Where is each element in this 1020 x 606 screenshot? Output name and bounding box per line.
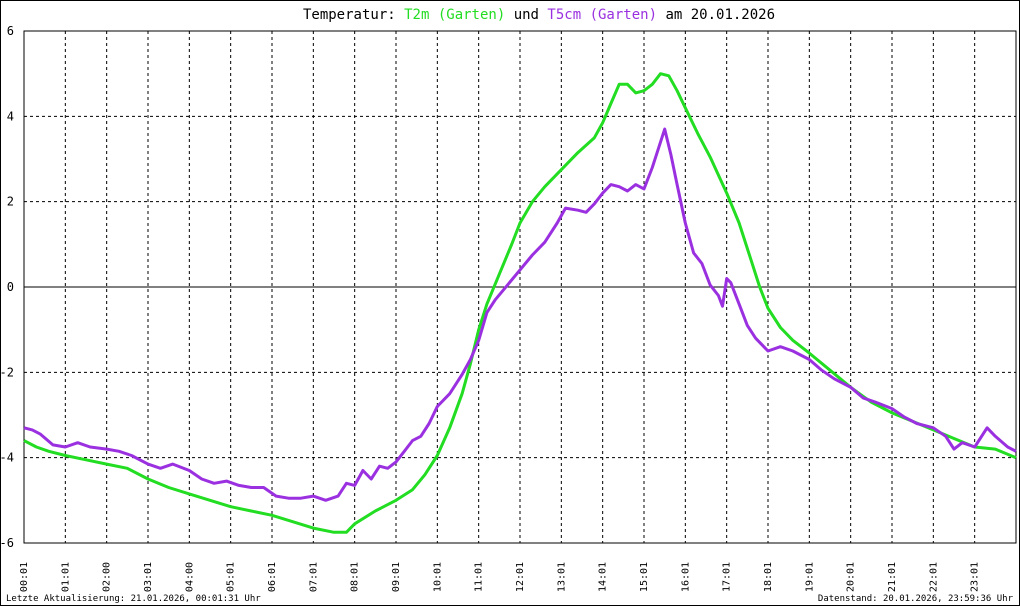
x-tick-label: 05:01 bbox=[226, 562, 237, 592]
x-tick-label: 03:01 bbox=[143, 562, 154, 592]
x-tick-label: 10:01 bbox=[432, 562, 443, 592]
footer-data-status: Datenstand: 20.01.2026, 23:59:36 Uhr bbox=[818, 594, 1014, 604]
x-tick-label: 17:01 bbox=[722, 562, 733, 592]
x-tick-label: 00:01 bbox=[19, 562, 30, 592]
series-line-t5cm bbox=[23, 127, 1017, 502]
y-tick-label: -2 bbox=[0, 365, 14, 379]
chart-title: Temperatur: T2m (Garten) und T5cm (Garte… bbox=[303, 7, 775, 23]
x-tick-label: 09:01 bbox=[391, 562, 402, 592]
x-tick-label: 02:00 bbox=[102, 562, 113, 592]
y-tick-label: 4 bbox=[7, 109, 14, 123]
title-prefix: Temperatur: bbox=[303, 7, 404, 23]
footer-last-update: Letzte Aktualisierung: 21.01.2026, 00:01… bbox=[6, 594, 261, 604]
x-tick-label: 23:01 bbox=[970, 562, 981, 592]
y-tick-label: -4 bbox=[0, 451, 14, 465]
x-tick-label: 14:01 bbox=[598, 562, 609, 592]
series-line-t2m bbox=[23, 72, 1017, 534]
y-tick-label: 2 bbox=[7, 195, 14, 209]
title-series1: T2m (Garten) bbox=[404, 7, 514, 23]
y-tick-labels: -6 -4 -2 0 2 4 6 bbox=[0, 24, 14, 550]
grid bbox=[23, 30, 1017, 544]
y-tick-label: 6 bbox=[7, 24, 14, 38]
x-tick-label: 19:01 bbox=[804, 562, 815, 592]
x-tick-labels: 00:01 01:01 02:00 03:01 04:00 05:01 06:01 07:01… bbox=[19, 562, 981, 592]
x-tick-label: 13:01 bbox=[556, 562, 567, 592]
title-mid: und bbox=[514, 7, 548, 23]
x-tick-label: 12:01 bbox=[515, 562, 526, 592]
x-tick-label: 22:01 bbox=[928, 562, 939, 592]
x-tick-label: 15:01 bbox=[639, 562, 650, 592]
y-tick-label: 0 bbox=[7, 280, 14, 294]
x-tick-label: 21:01 bbox=[887, 562, 898, 592]
x-tick-label: 20:01 bbox=[846, 562, 857, 592]
series-lines bbox=[23, 72, 1017, 534]
title-suffix: am 20.01.2026 bbox=[665, 7, 775, 23]
x-tick-label: 01:01 bbox=[60, 562, 71, 592]
x-tick-label: 08:01 bbox=[350, 562, 361, 592]
x-tick-label: 16:01 bbox=[680, 562, 691, 592]
title-series2: T5cm (Garten) bbox=[547, 7, 665, 23]
y-tick-label: -6 bbox=[0, 536, 14, 550]
x-tick-label: 07:01 bbox=[308, 562, 319, 592]
x-tick-label: 06:01 bbox=[267, 562, 278, 592]
x-tick-label: 04:00 bbox=[184, 562, 195, 592]
x-tick-label: 18:01 bbox=[763, 562, 774, 592]
x-tick-label: 11:01 bbox=[474, 562, 485, 592]
